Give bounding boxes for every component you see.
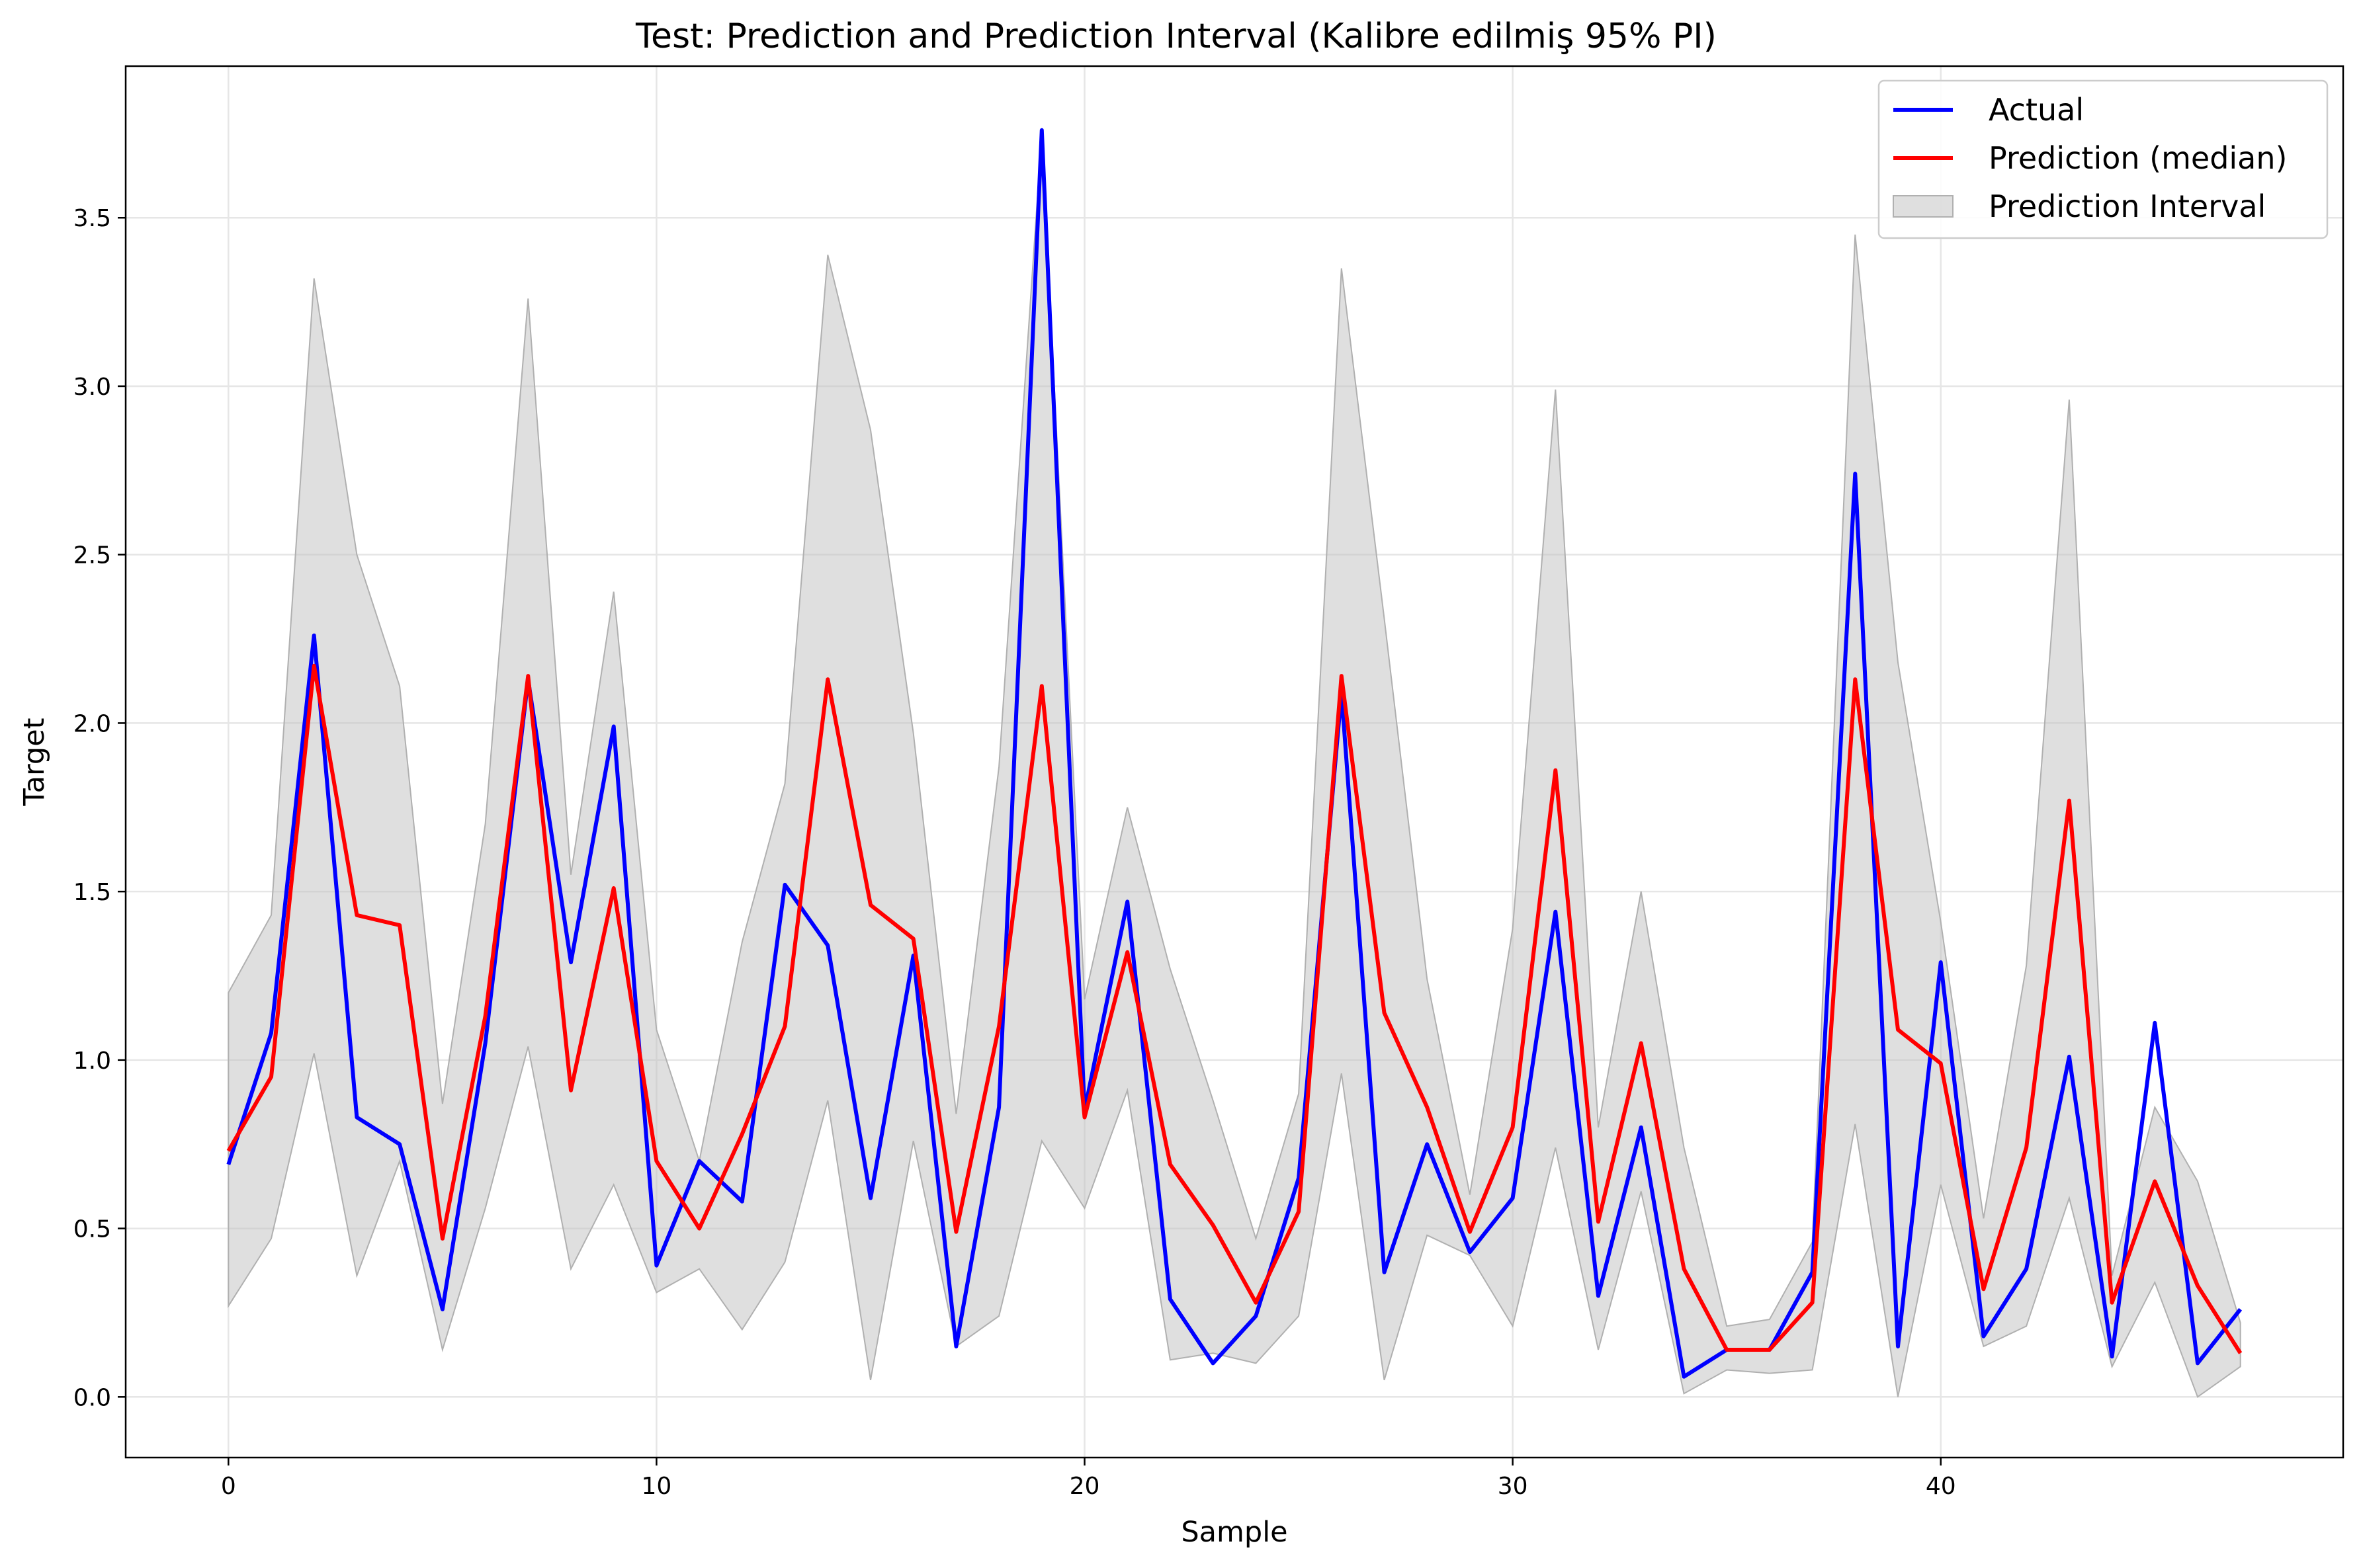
actual-series-line — [226, 128, 2243, 1379]
x-tick-label: 20 — [1070, 1473, 1100, 1500]
legend: Actual Prediction (median) Prediction Inte… — [1877, 79, 2329, 239]
y-tick-label: 3.0 — [73, 374, 111, 401]
x-tick-label: 0 — [221, 1473, 236, 1500]
plot-area — [226, 128, 2243, 1398]
legend-interval-label: Prediction Interval — [1989, 188, 2266, 224]
x-tick-label: 30 — [1498, 1473, 1528, 1500]
prediction-interval-band — [228, 133, 2241, 1398]
legend-interval-swatch — [1893, 195, 1954, 218]
axis-ticks: 0 10 20 30 40 0.0 0.5 1.0 1.5 2.0 2.5 3.0 3.5 — [73, 205, 1956, 1500]
x-tick-label: 40 — [1926, 1473, 1956, 1500]
x-tick-label: 10 — [642, 1473, 672, 1500]
x-axis-label: Sample — [1181, 1516, 1287, 1549]
y-tick-label: 2.0 — [73, 710, 111, 737]
legend-actual-label: Actual — [1989, 92, 2084, 128]
legend-prediction-label: Prediction (median) — [1989, 140, 2287, 176]
y-tick-label: 2.5 — [73, 542, 111, 569]
y-tick-label: 0.5 — [73, 1216, 111, 1243]
axes-frame — [124, 65, 2344, 1459]
y-axis-label: Target — [18, 718, 51, 806]
y-tick-label: 0.0 — [73, 1384, 111, 1411]
prediction-series-line — [226, 663, 2243, 1354]
y-tick-label: 1.5 — [73, 879, 111, 906]
y-tick-label: 1.0 — [73, 1048, 111, 1075]
legend-box — [1877, 79, 2329, 239]
chart-title: Test: Prediction and Prediction Interval… — [635, 17, 1717, 56]
y-tick-label: 3.5 — [73, 205, 111, 232]
